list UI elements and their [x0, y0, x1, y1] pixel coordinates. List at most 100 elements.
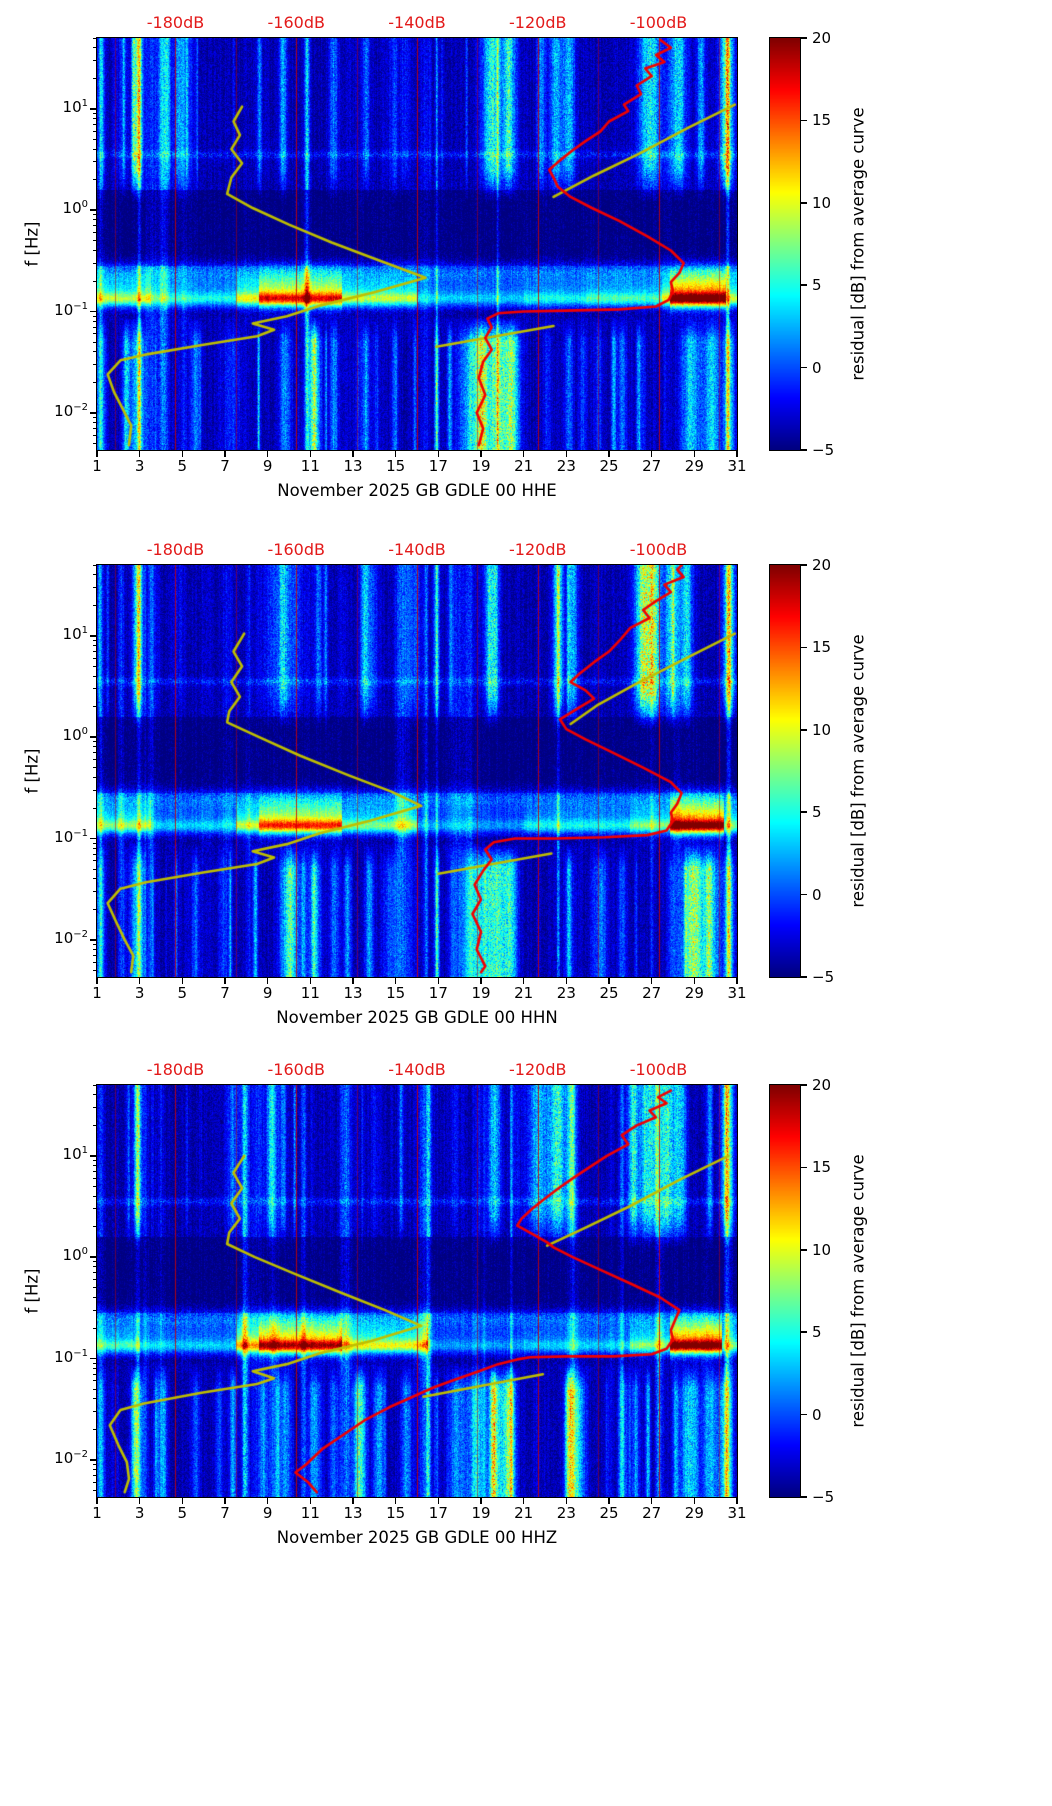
x-tick — [266, 1497, 269, 1504]
y-minor-tick — [93, 341, 97, 343]
x-tick-label: 9 — [262, 457, 273, 475]
x-tick-label: 25 — [599, 457, 619, 475]
y-minor-tick — [93, 1411, 97, 1412]
y-minor-tick — [93, 752, 97, 754]
y-axis-title: f [Hz] — [22, 221, 42, 267]
y-minor-tick — [93, 651, 97, 653]
x-tick-label: 31 — [727, 984, 747, 1002]
x-tick-label: 31 — [727, 1504, 747, 1522]
colorbar-title: residual [dB] from average curve — [848, 107, 868, 381]
x-tick-label: 19 — [471, 1504, 491, 1522]
x-tick-label: 25 — [599, 1504, 619, 1522]
x-tick-label: 17 — [428, 984, 448, 1002]
x-tick-label: 15 — [386, 984, 406, 1002]
x-tick — [736, 977, 738, 984]
x-tick — [437, 977, 440, 984]
y-minor-tick — [93, 250, 97, 251]
colorbar-tick-label: 10 — [812, 1240, 832, 1259]
x-tick-label: 19 — [471, 984, 491, 1002]
x-tick-label: 25 — [599, 984, 619, 1002]
y-minor-tick — [93, 767, 97, 769]
y-minor-tick — [93, 179, 97, 181]
y-minor-tick — [93, 860, 97, 862]
colorbar-title-wrap: residual [dB] from average curve — [849, 1154, 868, 1427]
db-axis-label: -180dB — [146, 1060, 205, 1079]
x-tick-label: 5 — [177, 457, 188, 475]
y-minor-tick — [93, 604, 97, 606]
y-minor-tick — [93, 1367, 97, 1369]
x-tick-label: 9 — [262, 1504, 273, 1522]
colorbar-title-wrap: residual [dB] from average curve — [849, 107, 868, 380]
x-tick — [394, 1497, 397, 1504]
y-minor-tick — [93, 381, 97, 383]
y-minor-tick — [93, 262, 97, 264]
x-tick — [309, 1497, 312, 1504]
x-tick — [608, 977, 610, 984]
y-minor-tick — [93, 891, 97, 892]
db-axis-label: -180dB — [146, 13, 205, 32]
x-tick — [565, 450, 568, 457]
x-tick — [394, 977, 397, 984]
y-minor-tick — [93, 645, 97, 647]
y-minor-tick — [93, 1165, 97, 1167]
y-minor-tick — [93, 1094, 97, 1096]
spectrogram-figure-hhn: -180dB -160dB -140dB -120dB -100dB f [Hz] No… — [0, 527, 1052, 1047]
x-tick-label: 17 — [428, 457, 448, 475]
y-tick — [90, 939, 97, 941]
y-minor-tick — [93, 138, 97, 140]
y-minor-tick — [93, 130, 97, 132]
x-tick-label: 29 — [684, 984, 704, 1002]
y-minor-tick — [93, 746, 97, 748]
y-minor-tick — [93, 1463, 97, 1465]
y-tick — [90, 1155, 97, 1157]
y-minor-tick — [93, 112, 97, 114]
y-minor-tick — [93, 1481, 97, 1483]
y-minor-tick — [93, 807, 97, 809]
x-tick — [736, 450, 738, 457]
x-tick-label: 1 — [92, 457, 102, 475]
x-tick — [138, 450, 141, 457]
y-minor-tick — [93, 1362, 97, 1364]
spectrogram-figure-hhe: -180dB -160dB -140dB -120dB -100dB f [Hz] No… — [0, 0, 1052, 520]
y-tick-label: 101 — [62, 97, 88, 116]
x-tick-label: 9 — [262, 984, 273, 1002]
y-minor-tick — [93, 961, 97, 963]
y-minor-tick — [93, 1171, 97, 1173]
x-tick — [565, 977, 568, 984]
x-tick — [693, 1497, 696, 1504]
x-tick-label: 7 — [220, 457, 230, 475]
y-tick-label: 101 — [62, 624, 88, 643]
y-tick-label: 10−2 — [54, 1448, 88, 1467]
y-minor-tick — [93, 161, 97, 163]
y-minor-tick — [93, 777, 97, 778]
db-axis-label: -100dB — [629, 1060, 688, 1079]
x-tick — [181, 1497, 184, 1504]
x-axis-title: November 2025 GB GDLE 00 HHN — [276, 1008, 558, 1027]
db-axis-label: -160dB — [267, 13, 325, 32]
colorbar-title: residual [dB] from average curve — [848, 1154, 868, 1428]
y-minor-tick — [93, 969, 97, 971]
y-minor-tick — [93, 219, 97, 221]
x-tick — [181, 977, 184, 984]
x-tick — [522, 1497, 525, 1504]
y-minor-tick — [93, 639, 97, 641]
y-minor-tick — [93, 1084, 97, 1086]
y-minor-tick — [93, 1195, 97, 1197]
y-minor-tick — [93, 1380, 97, 1382]
y-axis-title-wrap: f [Hz] — [23, 749, 42, 794]
x-tick — [224, 977, 226, 984]
colorbar — [769, 564, 801, 978]
y-minor-tick — [93, 422, 97, 424]
colorbar-tick-label: 20 — [812, 29, 832, 47]
x-tick-label: 5 — [177, 1504, 188, 1522]
x-tick-label: 13 — [343, 1504, 363, 1522]
x-tick — [650, 450, 653, 457]
x-tick — [693, 450, 696, 457]
y-tick — [90, 209, 97, 211]
x-tick — [693, 977, 696, 984]
x-tick — [138, 977, 141, 984]
colorbar-tick — [800, 284, 807, 286]
colorbar-tick — [800, 893, 807, 896]
x-tick — [224, 1497, 226, 1504]
